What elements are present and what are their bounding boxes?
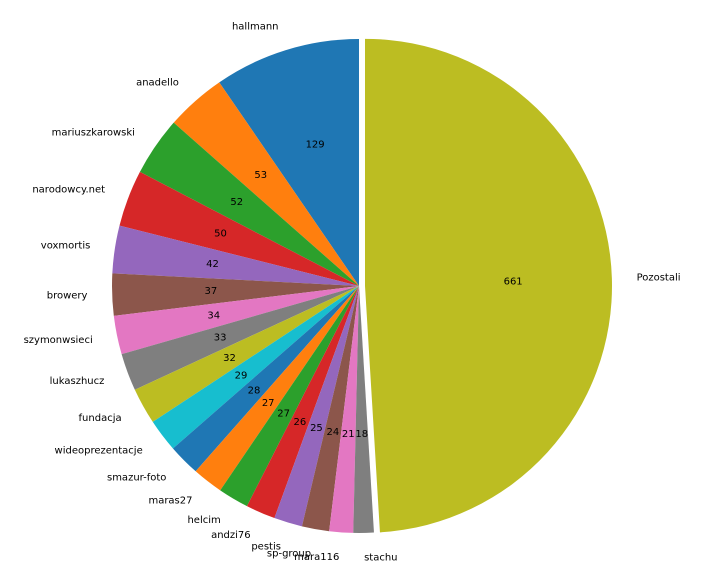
slice-label: fundacja [79, 413, 122, 424]
pie-slice-browery [112, 273, 360, 316]
slice-value-label: 32 [223, 353, 236, 364]
slice-label: Pozostali [637, 273, 681, 284]
slice-label: maras27 [148, 496, 192, 507]
slice-value-label: 52 [230, 197, 243, 208]
slice-label: mariuszkarowski [52, 127, 135, 138]
slice-value-label: 29 [235, 371, 248, 382]
pie-slice-lukaszhucz [121, 286, 359, 390]
pie-slice-sp-group [301, 286, 359, 532]
slice-value-label: 129 [306, 139, 325, 150]
slice-value-label: 37 [205, 286, 218, 297]
slice-label: smazur-foto [107, 473, 166, 484]
slice-value-label: 26 [294, 417, 307, 428]
slice-value-label: 42 [206, 259, 219, 270]
pie-slice-fundacja [134, 286, 359, 422]
pie-slice-helcim [220, 286, 359, 507]
slice-label: helcim [187, 515, 220, 526]
slice-label: lukaszhucz [50, 376, 105, 387]
slice-value-label: 661 [504, 276, 523, 287]
slice-value-label: 28 [248, 386, 261, 397]
pie-slice-smazur-foto [172, 286, 359, 472]
slice-value-label: 21 [342, 429, 355, 440]
slice-label: stachu [364, 553, 397, 564]
pie-slice-anadello [173, 82, 359, 286]
slice-label: sp-group [267, 548, 311, 559]
slice-label: szymonwsieci [24, 335, 93, 346]
pie-slice-pozostali [364, 38, 612, 533]
pie-slice-mariuszkarowski [139, 122, 359, 286]
slice-label: narodowcy.net [32, 184, 105, 195]
pie-slice-wideoprezentacje [152, 286, 359, 449]
slice-value-label: 27 [277, 409, 290, 420]
pie-slice-pestis [274, 286, 359, 527]
slice-label: pestis [251, 541, 281, 552]
pie-slice-voxmortis [112, 225, 360, 286]
pie-slice-andzi76 [246, 286, 359, 519]
slice-label: wideoprezentacje [55, 445, 143, 456]
pie-labels: hallmann 129 anadello 53 mariuszkarowski 52 na… [24, 21, 681, 563]
pie-slice-szymonwsieci [113, 286, 359, 355]
slice-value-label: 24 [327, 427, 340, 438]
pie-slice-maras27 [195, 286, 359, 491]
slice-value-label: 18 [355, 429, 368, 440]
pie-slice-stachu [353, 286, 374, 533]
pie-slice-narodowcy-net [119, 171, 359, 286]
pie-slices [112, 38, 612, 533]
slice-value-label: 53 [254, 170, 267, 181]
slice-label: anadello [136, 78, 179, 89]
pie-slice-hallmann [219, 39, 359, 286]
slice-label: andzi76 [211, 530, 251, 541]
slice-value-label: 25 [310, 423, 323, 434]
slice-label: mara116 [294, 552, 339, 563]
pie-slice-mara116 [329, 286, 359, 533]
slice-value-label: 33 [214, 333, 227, 344]
slice-label: hallmann [232, 21, 279, 32]
slice-value-label: 50 [214, 228, 227, 239]
slice-value-label: 34 [207, 311, 220, 322]
slice-label: voxmortis [41, 241, 91, 252]
slice-value-label: 27 [262, 398, 275, 409]
slice-label: browery [47, 290, 88, 301]
